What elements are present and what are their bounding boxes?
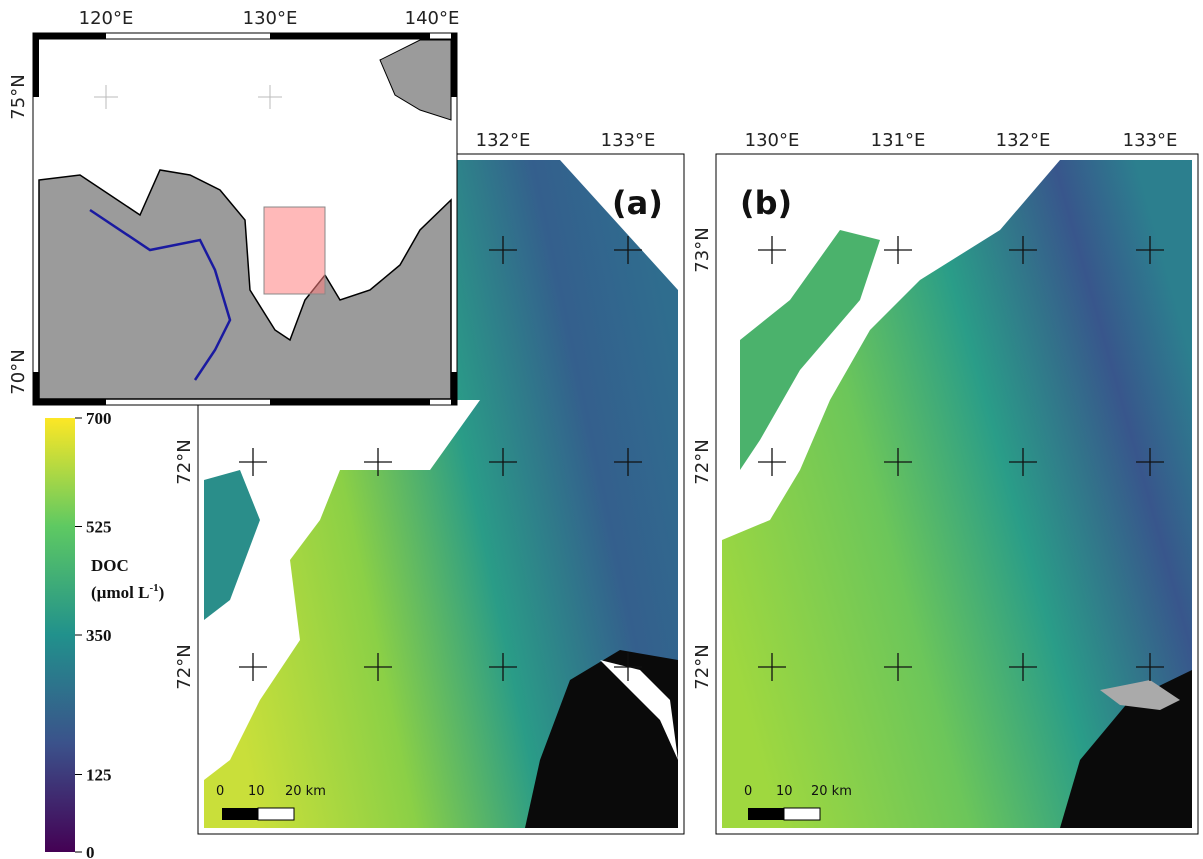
inset-map: 120°E 130°E 140°E 75°N 70°N <box>8 8 459 405</box>
lat-label: 72°N <box>692 439 713 484</box>
unit: (µmol L <box>91 583 149 602</box>
colorbar-tick-label: 525 <box>86 518 112 537</box>
colorbar-tick-label: 350 <box>86 626 112 645</box>
scale-label: 10 <box>776 784 793 799</box>
scale-bar <box>222 808 258 820</box>
panel-label: (b) <box>740 184 792 222</box>
frame-bar <box>451 372 457 405</box>
scale-bar <box>748 808 784 820</box>
scale-bar <box>258 808 294 820</box>
lat-label: 70°N <box>8 349 29 394</box>
lon-label: 133°E <box>1123 130 1178 151</box>
figure: (a) 0 10 20 km 132°E 133°E 72°N 72°N (b)… <box>0 0 1203 859</box>
scale-label: 20 km <box>811 784 852 799</box>
lon-label: 120°E <box>79 8 134 29</box>
frame-bar <box>33 33 39 97</box>
colorbar-tick-label: 0 <box>86 843 95 859</box>
panel-label: (a) <box>612 184 663 222</box>
lon-label: 133°E <box>601 130 656 151</box>
lon-label: 131°E <box>871 130 926 151</box>
unit-sup: -1 <box>149 582 158 594</box>
scale-label: 20 km <box>285 784 326 799</box>
lat-label: 72°N <box>692 644 713 689</box>
scale-label: 10 <box>248 784 265 799</box>
colorbar-tick-label: 700 <box>86 409 112 428</box>
frame-bar <box>33 372 39 405</box>
frame-bar <box>39 399 106 405</box>
colorbar-unit: (µmol L-1) <box>91 582 164 602</box>
scale-bar <box>784 808 820 820</box>
frame-bar <box>39 33 106 39</box>
frame-bar <box>451 33 457 97</box>
frame-bar <box>270 33 430 39</box>
lat-label: 72°N <box>174 644 195 689</box>
lon-label: 132°E <box>476 130 531 151</box>
frame-bar <box>270 399 430 405</box>
lon-label: 130°E <box>745 130 800 151</box>
lon-label: 130°E <box>243 8 298 29</box>
colorbar-tick-label: 125 <box>86 766 112 785</box>
panel-b: (b) 0 10 20 km 130°E 131°E 132°E 133°E 7… <box>692 130 1198 834</box>
unit-close: ) <box>159 583 165 602</box>
lon-label: 132°E <box>996 130 1051 151</box>
lat-label: 73°N <box>692 227 713 272</box>
scale-label: 0 <box>216 784 224 799</box>
colorbar: DOC (µmol L-1) 700 525 350 125 0 <box>45 409 164 859</box>
lat-label: 72°N <box>174 439 195 484</box>
colorbar-ramp <box>45 418 75 852</box>
scale-label: 0 <box>744 784 752 799</box>
lat-label: 75°N <box>8 74 29 119</box>
study-area <box>264 207 325 294</box>
lon-label: 140°E <box>405 8 460 29</box>
colorbar-title: DOC <box>91 556 129 575</box>
page: (a) 0 10 20 km 132°E 133°E 72°N 72°N (b)… <box>0 0 1203 859</box>
